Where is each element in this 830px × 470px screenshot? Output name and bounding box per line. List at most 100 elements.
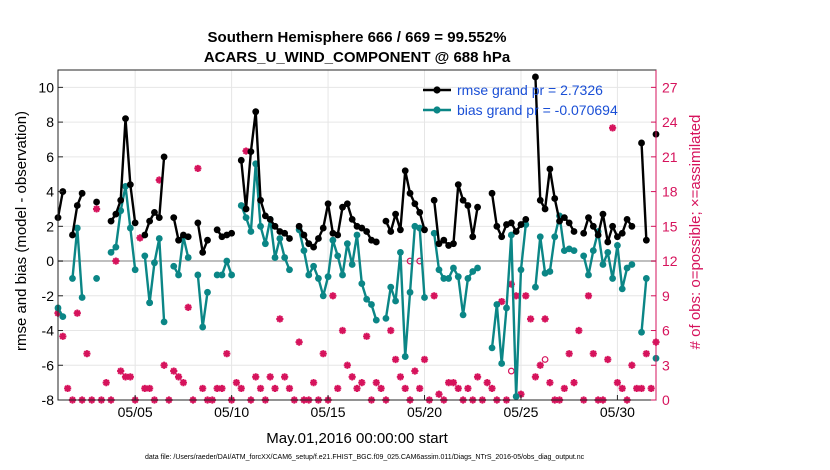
bias-point-9-14 bbox=[363, 295, 371, 303]
bias-point-15-1 bbox=[642, 275, 650, 282]
legend-rmse-label: rmse grand pr = 2.7326 bbox=[457, 82, 603, 98]
obs-possible-point-2 bbox=[507, 367, 515, 375]
bias-point-12-4 bbox=[507, 231, 515, 239]
obs-assimilated-point-123 bbox=[647, 384, 655, 393]
y2-tick-label-4: 12 bbox=[662, 253, 678, 269]
rmse-point-5-1 bbox=[175, 236, 182, 244]
rmse-point-2-0 bbox=[93, 198, 100, 206]
rmse-point-8-3 bbox=[252, 108, 260, 116]
y2-axis-ticks: 0 3 6 9 12 15 18 21 24 27 bbox=[651, 70, 678, 408]
obs-assimilated-point-122 bbox=[642, 350, 650, 358]
rmse-point-3-0 bbox=[107, 217, 115, 225]
bias-point-9-7 bbox=[329, 236, 337, 244]
obs-assimilated-point-50 bbox=[295, 338, 303, 346]
bias-point-7-3 bbox=[228, 271, 236, 279]
bias-point-8-4 bbox=[257, 222, 264, 230]
bias-point-12-2 bbox=[498, 360, 506, 367]
obs-assimilated-point-41 bbox=[252, 373, 260, 381]
rmse-point-9-1 bbox=[300, 231, 308, 239]
obs-assimilated-point-55 bbox=[319, 350, 327, 358]
obs-assimilated-point-39 bbox=[242, 147, 250, 155]
rmse-point-4-0 bbox=[141, 231, 149, 239]
rmse-point-9-4 bbox=[315, 235, 322, 242]
bias-point-10-5 bbox=[406, 288, 414, 296]
obs-assimilated-point-1 bbox=[59, 332, 67, 340]
obs-assimilated-point-2 bbox=[64, 384, 72, 393]
bias-point-13-3 bbox=[546, 268, 554, 275]
bias-line-segment-6 bbox=[196, 274, 209, 329]
obs-assimilated-point-60 bbox=[343, 361, 351, 369]
bias-point-2-0 bbox=[93, 275, 100, 282]
obs-assimilated-point-53 bbox=[309, 379, 318, 387]
obs-assimilated-point-107 bbox=[570, 379, 578, 387]
rmse-point-9-2 bbox=[305, 240, 313, 248]
rmse-point-6-0 bbox=[194, 219, 202, 227]
y2-tick-label-5: 15 bbox=[662, 218, 678, 234]
bias-point-11-1 bbox=[435, 266, 443, 274]
rmse-point-9-9 bbox=[339, 203, 346, 211]
obs-assimilated-point-108 bbox=[575, 326, 583, 335]
rmse-point-1-2 bbox=[78, 189, 86, 197]
bias-point-4-2 bbox=[146, 299, 154, 307]
bias-point-10-8 bbox=[421, 294, 428, 301]
chart-title: Southern Hemisphere 666 / 669 = 99.552% bbox=[208, 29, 507, 46]
rmse-point-5-0 bbox=[170, 214, 178, 222]
bias-point-9-11 bbox=[348, 261, 356, 268]
bias-point-8-5 bbox=[261, 240, 269, 248]
obs-assimilated-point-22 bbox=[160, 361, 168, 369]
bias-point-13-1 bbox=[536, 233, 544, 241]
y2-tick-label-8: 24 bbox=[662, 114, 678, 130]
rmse-point-10-3 bbox=[397, 226, 404, 234]
bias-line-segment-5 bbox=[172, 235, 190, 277]
x-axis-ticks: 05/05 05/10 05/15 05/20 05/25 05/30 bbox=[118, 395, 635, 420]
bias-point-5-1 bbox=[175, 271, 182, 279]
obs-assimilated-point-111 bbox=[589, 350, 597, 358]
rmse-point-12-4 bbox=[507, 219, 515, 227]
bias-line-segment-11 bbox=[432, 233, 479, 317]
rmse-point-15-0 bbox=[638, 139, 645, 147]
obs-assimilated-point-115 bbox=[608, 124, 617, 132]
rmse-point-14-7 bbox=[614, 233, 621, 241]
bias-point-9-2 bbox=[305, 271, 313, 279]
bias-point-15-0 bbox=[638, 328, 645, 336]
bias-point-8-0 bbox=[237, 202, 245, 209]
obs-assimilated-point-87 bbox=[473, 373, 482, 381]
rmse-point-13-6 bbox=[560, 214, 568, 222]
bias-line-segment-12 bbox=[490, 224, 527, 398]
y-tick-label-0: -8 bbox=[42, 392, 55, 408]
bias-point-14-9 bbox=[623, 264, 631, 272]
y2-tick-label-3: 9 bbox=[662, 288, 670, 304]
rmse-point-8-10 bbox=[286, 235, 293, 242]
obs-assimilated-point-24 bbox=[170, 367, 178, 375]
obs-assimilated-point-67 bbox=[377, 384, 385, 393]
obs-assimilated-point-97 bbox=[522, 292, 530, 300]
bias-point-10-4 bbox=[401, 353, 409, 360]
rmse-point-10-2 bbox=[392, 210, 399, 218]
x-tick-label-5: 05/30 bbox=[600, 404, 635, 420]
obs-assimilated-point-18 bbox=[141, 384, 149, 393]
obs-assimilated-point-83 bbox=[454, 384, 462, 393]
obs-assimilated-point-90 bbox=[488, 384, 496, 393]
bias-line-segment-10 bbox=[384, 225, 426, 358]
obs-assimilated-point-44 bbox=[266, 373, 274, 381]
bias-point-8-8 bbox=[276, 235, 284, 242]
rmse-point-14-4 bbox=[599, 210, 607, 218]
obs-assimilated-point-70 bbox=[391, 355, 400, 364]
obs-assimilated-point-99 bbox=[531, 373, 540, 381]
rmse-point-8-2 bbox=[247, 148, 255, 156]
bias-point-6-1 bbox=[199, 323, 207, 331]
rmse-point-14-6 bbox=[609, 222, 616, 230]
bias-point-14-8 bbox=[618, 285, 626, 293]
bias-point-10-2 bbox=[392, 297, 399, 305]
obs-assimilated-point-98 bbox=[527, 315, 535, 323]
rmse-point-9-10 bbox=[343, 200, 351, 208]
bias-point-4-3 bbox=[151, 259, 158, 267]
obs-assimilated-point-26 bbox=[179, 379, 187, 387]
y-tick-label-2: -4 bbox=[42, 323, 55, 339]
rmse-point-9-0 bbox=[295, 222, 303, 230]
x-axis-label: May.01,2016 00:00:00 start bbox=[266, 430, 448, 447]
rmse-point-9-13 bbox=[358, 224, 366, 232]
bias-point-7-0 bbox=[213, 271, 221, 279]
rmse-point-10-8 bbox=[421, 226, 428, 234]
